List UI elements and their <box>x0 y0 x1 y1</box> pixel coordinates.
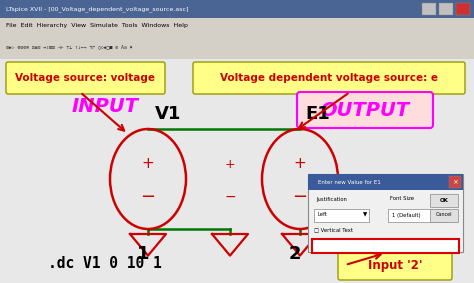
FancyBboxPatch shape <box>449 176 461 188</box>
FancyBboxPatch shape <box>312 239 459 253</box>
Text: File  Edit  Hierarchy  View  Simulate  Tools  Windows  Help: File Edit Hierarchy View Simulate Tools … <box>6 23 188 29</box>
Text: 2: 2 <box>289 245 301 263</box>
Text: 1: 1 <box>137 245 149 263</box>
Text: V1: V1 <box>155 105 181 123</box>
FancyBboxPatch shape <box>308 174 463 190</box>
Text: −: − <box>292 188 308 206</box>
Text: Voltage dependent voltage source: e: Voltage dependent voltage source: e <box>220 73 438 83</box>
Text: Enter new Value for E1: Enter new Value for E1 <box>318 179 381 185</box>
Text: +: + <box>142 156 155 171</box>
Text: LTspice XVII - [00_Voltage_dependent_voltage_source.asc]: LTspice XVII - [00_Voltage_dependent_vol… <box>6 6 189 12</box>
FancyBboxPatch shape <box>456 3 470 15</box>
FancyBboxPatch shape <box>6 62 165 94</box>
FancyBboxPatch shape <box>430 209 458 222</box>
Text: Left: Left <box>318 213 328 218</box>
Text: −: − <box>224 190 236 204</box>
FancyBboxPatch shape <box>422 3 436 15</box>
FancyBboxPatch shape <box>388 209 448 222</box>
FancyBboxPatch shape <box>0 18 474 35</box>
Text: ×: × <box>452 179 458 185</box>
Text: +: + <box>293 156 306 171</box>
Text: 1 (Default): 1 (Default) <box>392 213 420 218</box>
Text: □ Vertical Text: □ Vertical Text <box>314 228 353 233</box>
Text: +: + <box>225 158 235 170</box>
FancyBboxPatch shape <box>297 92 433 128</box>
Text: Input '2': Input '2' <box>368 258 422 271</box>
FancyBboxPatch shape <box>193 62 465 94</box>
Text: INPUT: INPUT <box>72 98 138 117</box>
Text: Cancel: Cancel <box>436 213 452 218</box>
FancyBboxPatch shape <box>0 35 474 59</box>
FancyBboxPatch shape <box>0 59 474 283</box>
FancyBboxPatch shape <box>314 209 369 222</box>
FancyBboxPatch shape <box>308 174 463 252</box>
FancyBboxPatch shape <box>338 250 452 280</box>
Text: OK: OK <box>439 198 448 203</box>
Text: ⊙▶▷ ⊕⊖⊙⊛ ≡≣≋ ↔⇕⊞⊡ ⊣⊢ ⊤⊥ ↑↓←→ ↰↱ ○◇◆□■ ⊙ Aa ♦: ⊙▶▷ ⊕⊖⊙⊛ ≡≣≋ ↔⇕⊞⊡ ⊣⊢ ⊤⊥ ↑↓←→ ↰↱ ○◇◆□■ ⊙ … <box>6 44 133 50</box>
Text: E1: E1 <box>306 105 330 123</box>
Text: Justification: Justification <box>316 196 347 201</box>
FancyBboxPatch shape <box>439 3 453 15</box>
Text: Font Size: Font Size <box>390 196 414 201</box>
FancyBboxPatch shape <box>0 0 474 18</box>
Text: .dc V1 0 10 1: .dc V1 0 10 1 <box>48 256 162 271</box>
FancyBboxPatch shape <box>430 194 458 207</box>
Text: −: − <box>140 188 155 206</box>
Text: Voltage source: voltage: Voltage source: voltage <box>16 73 155 83</box>
Text: ▼: ▼ <box>363 213 367 218</box>
Text: OUTPUT: OUTPUT <box>320 100 410 119</box>
